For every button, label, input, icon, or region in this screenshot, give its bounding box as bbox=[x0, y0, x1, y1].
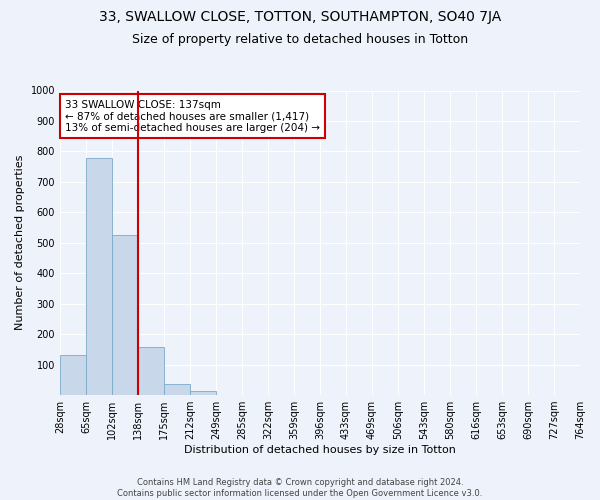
X-axis label: Distribution of detached houses by size in Totton: Distribution of detached houses by size … bbox=[184, 445, 456, 455]
Bar bbox=[190, 391, 216, 395]
Bar bbox=[164, 384, 190, 395]
Text: 33 SWALLOW CLOSE: 137sqm
← 87% of detached houses are smaller (1,417)
13% of sem: 33 SWALLOW CLOSE: 137sqm ← 87% of detach… bbox=[65, 100, 320, 133]
Bar bbox=[60, 354, 86, 395]
Text: 33, SWALLOW CLOSE, TOTTON, SOUTHAMPTON, SO40 7JA: 33, SWALLOW CLOSE, TOTTON, SOUTHAMPTON, … bbox=[99, 10, 501, 24]
Text: Contains HM Land Registry data © Crown copyright and database right 2024.
Contai: Contains HM Land Registry data © Crown c… bbox=[118, 478, 482, 498]
Bar bbox=[138, 347, 164, 395]
Bar bbox=[112, 235, 138, 395]
Y-axis label: Number of detached properties: Number of detached properties bbox=[15, 155, 25, 330]
Bar bbox=[86, 158, 112, 395]
Text: Size of property relative to detached houses in Totton: Size of property relative to detached ho… bbox=[132, 32, 468, 46]
